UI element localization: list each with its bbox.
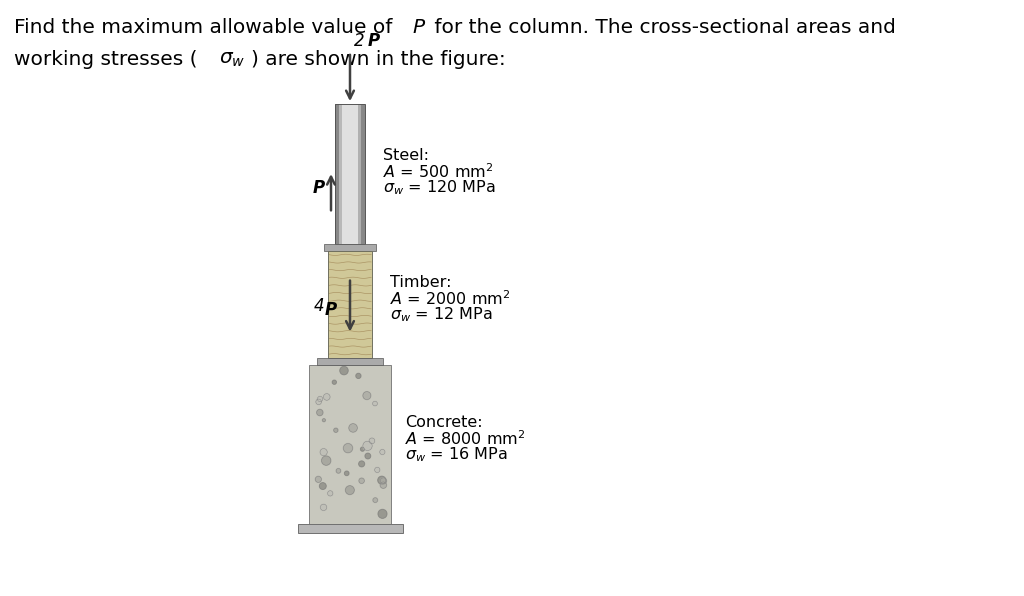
Bar [342,104,357,244]
Text: P: P [412,18,424,37]
Text: $A$ = 2000 mm$^2$: $A$ = 2000 mm$^2$ [390,289,511,308]
Circle shape [360,447,365,451]
Circle shape [321,449,328,456]
Circle shape [378,510,387,518]
Circle shape [362,441,372,451]
Circle shape [322,456,331,465]
Circle shape [349,424,357,432]
Circle shape [343,443,352,453]
Bar [328,251,372,358]
Bar [298,524,402,533]
Circle shape [380,449,385,455]
Text: P: P [368,32,380,50]
Text: Steel:: Steel: [383,148,429,163]
Circle shape [344,471,349,476]
Circle shape [323,419,326,421]
Circle shape [358,461,365,467]
Text: $A$ = 8000 mm$^2$: $A$ = 8000 mm$^2$ [406,429,525,448]
Circle shape [369,438,375,443]
Text: $\sigma_w$: $\sigma_w$ [219,50,246,69]
Circle shape [336,468,341,473]
Text: Concrete:: Concrete: [406,415,482,430]
Circle shape [315,476,322,482]
Text: $A$ = 500 mm$^2$: $A$ = 500 mm$^2$ [383,162,494,181]
Text: $\sigma_w$ = 12 MPa: $\sigma_w$ = 12 MPa [390,305,493,324]
Text: 2: 2 [354,32,365,50]
Bar [324,244,376,251]
Circle shape [380,482,386,488]
Circle shape [316,409,323,415]
Circle shape [359,478,365,483]
Circle shape [366,454,371,459]
Bar [335,104,365,244]
Text: ) are shown in the figure:: ) are shown in the figure: [251,50,506,69]
Bar [317,358,383,365]
Circle shape [380,478,386,484]
Circle shape [375,467,380,473]
Circle shape [333,380,336,384]
Circle shape [345,486,354,495]
Circle shape [378,476,386,484]
Text: P: P [325,301,337,319]
Circle shape [319,483,326,489]
Circle shape [315,399,322,405]
Circle shape [340,367,348,375]
Bar [361,104,365,244]
Text: working stresses (: working stresses ( [14,50,198,69]
Circle shape [356,374,360,378]
Bar [357,104,361,244]
Circle shape [328,491,333,496]
Circle shape [373,401,377,406]
Text: Timber:: Timber: [390,275,452,290]
Text: 4: 4 [313,297,324,315]
Bar [328,251,372,358]
Text: for the column. The cross-sectional areas and: for the column. The cross-sectional area… [427,18,895,37]
Circle shape [362,392,371,399]
Bar [339,104,342,244]
Circle shape [317,396,323,402]
Bar [335,104,339,244]
Text: P: P [313,179,325,197]
Circle shape [324,393,330,401]
Text: Find the maximum allowable value of: Find the maximum allowable value of [14,18,398,37]
Circle shape [321,504,327,511]
Text: $\sigma_w$ = 16 MPa: $\sigma_w$ = 16 MPa [406,445,508,464]
Text: $\sigma_w$ = 120 MPa: $\sigma_w$ = 120 MPa [383,178,496,197]
Circle shape [373,498,378,502]
Circle shape [334,428,338,432]
Bar [309,365,391,524]
